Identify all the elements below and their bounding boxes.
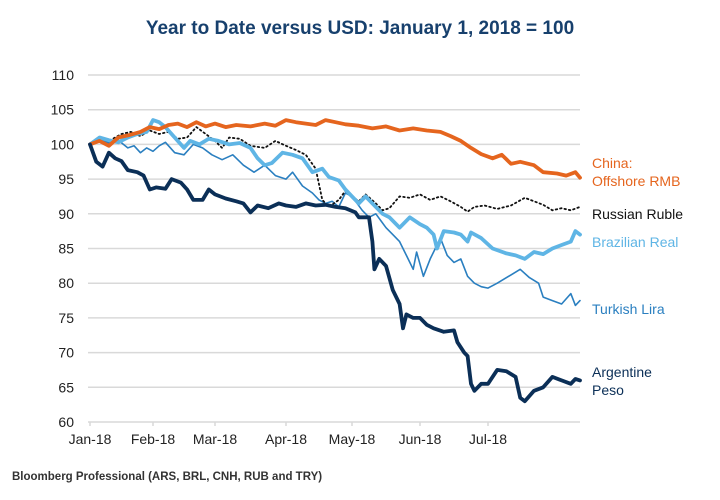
legend-label-line: Peso [592, 382, 624, 398]
legend-label-line: Brazilian Real [592, 234, 678, 250]
x-tick-label: May-18 [329, 431, 376, 447]
x-tick-label: Apr-18 [265, 431, 307, 447]
series-line-argentine-peso [88, 142, 582, 404]
y-tick-label: 110 [52, 67, 75, 83]
y-axis-ticks: 60 65 70 75 80 85 90 95 100 105 110 [51, 67, 75, 430]
gridlines [88, 74, 580, 423]
series-labels: China: Offshore RMB Russian Ruble Brazilian… [592, 155, 683, 398]
series-line-china-offshore-rmb [88, 118, 582, 180]
y-tick-label: 65 [58, 379, 74, 395]
y-tick-label: 70 [58, 345, 74, 361]
x-tick-label: Mar-18 [193, 431, 238, 447]
y-tick-label: 90 [58, 206, 74, 222]
series-line-turkish-lira [89, 138, 581, 307]
series-line-russian-ruble [89, 126, 581, 213]
y-tick-label: 60 [58, 414, 74, 430]
chart-title: Year to Date versus USD: January 1, 2018… [145, 18, 575, 39]
series-line-brazilian-real [88, 118, 582, 261]
legend-label-line: China: [592, 155, 632, 171]
legend-label-china-offshore-rmb: China: Offshore RMB [592, 155, 680, 189]
y-tick-label: 95 [58, 171, 74, 187]
legend-label-line: Argentine [592, 364, 652, 380]
y-tick-label: 75 [58, 310, 74, 326]
x-tick-label: Jun-18 [399, 431, 442, 447]
x-tick-label: Jan-18 [69, 431, 112, 447]
x-tick-label: Feb-18 [131, 431, 176, 447]
x-axis-ticks: Jan-18 Feb-18 Mar-18 Apr-18 May-18 Jun-18 Jul-… [69, 422, 507, 447]
y-tick-label: 100 [51, 136, 75, 152]
legend-label-argentine-peso: Argentine Peso [592, 364, 652, 398]
legend-label-line: Offshore RMB [592, 173, 680, 189]
legend-label-line: Russian Ruble [592, 206, 683, 222]
legend-label-turkish-lira: Turkish Lira [592, 301, 665, 317]
legend-label-line: Turkish Lira [592, 301, 665, 317]
y-tick-label: 85 [58, 241, 74, 257]
x-tick-label: Jul-18 [469, 431, 507, 447]
y-tick-label: 80 [58, 275, 74, 291]
legend-label-brazilian-real: Brazilian Real [592, 234, 678, 250]
legend-label-russian-ruble: Russian Ruble [592, 206, 683, 222]
series-lines [88, 118, 582, 404]
source-note: Bloomberg Professional (ARS, BRL, CNH, R… [12, 471, 323, 483]
y-tick-label: 105 [51, 102, 75, 118]
